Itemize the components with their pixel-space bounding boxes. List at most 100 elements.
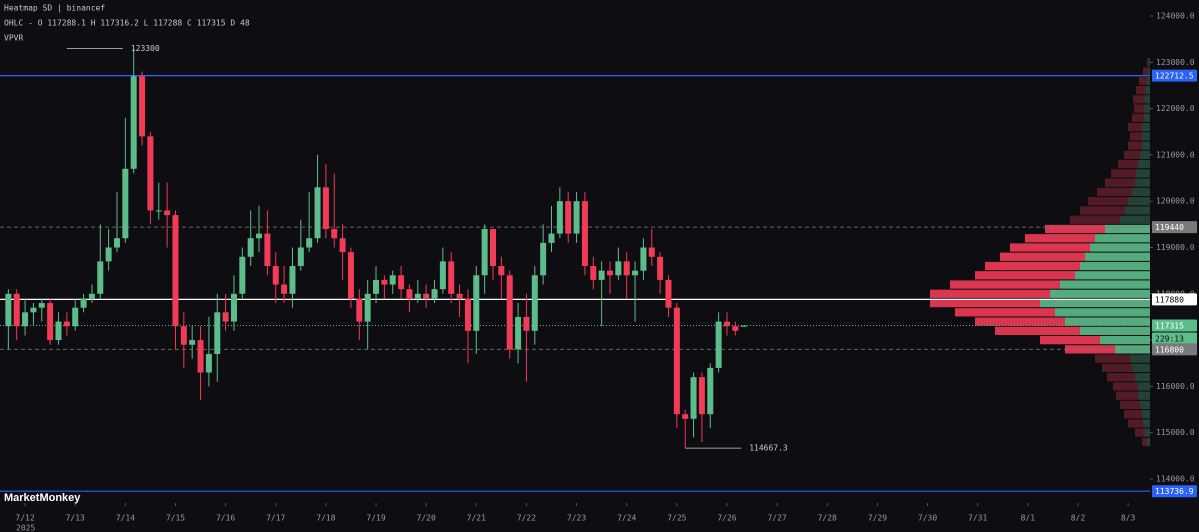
profile-buy [1125,206,1150,215]
profile-sell [1128,419,1143,428]
candle-body [464,298,471,331]
profile-sell [1132,113,1144,122]
candle-body [122,168,129,239]
y-tick-label: 119000.0 [1156,243,1195,252]
volume-profile [930,58,1150,447]
x-tick-label: 7/26 [717,514,736,523]
profile-buy [1138,391,1150,400]
candle-body [80,298,87,308]
profile-buy [1142,122,1150,132]
year-label: 2025 [16,524,35,532]
x-tick-label: 7/12 [15,514,34,523]
y-tick-label: 122000.0 [1156,104,1195,113]
candle-body [740,325,747,327]
candle-body [373,279,380,294]
candle-body [581,201,588,267]
y-tick-label: 123000.0 [1156,58,1195,67]
candle-body [673,307,680,415]
profile-sell [1111,169,1136,178]
x-tick-label: 7/28 [818,514,837,523]
candle-body [556,201,563,234]
profile-buy [1135,373,1150,382]
x-tick-label: 7/31 [968,514,987,523]
profile-sell [1097,187,1132,197]
profile-buy [1136,169,1150,178]
candle-body [515,316,522,350]
level-label-box [1152,221,1197,234]
level-label-box [1152,319,1197,332]
x-tick-label: 7/25 [667,514,686,523]
candle-body [490,228,497,267]
candle-body [698,377,705,415]
candle-body [423,293,430,299]
profile-sell [930,298,1040,308]
y-tick-label: 120000.0 [1156,197,1195,206]
level-label: 117315 [1155,322,1184,331]
level-label-box [1152,69,1197,82]
candle-body [97,261,104,294]
profile-sell [1120,400,1140,410]
x-tick-label: 7/19 [366,514,385,523]
x-tick-label: 7/29 [868,514,887,523]
x-tick-label: 7/17 [266,514,285,523]
candle-body [632,270,639,276]
candle-body [264,233,271,267]
profile-sell [1130,132,1142,141]
profile-sell [1025,234,1095,243]
profile-buy [1050,289,1150,298]
candle-body [130,76,137,169]
candle-body [38,303,45,308]
candle-body [665,279,672,308]
x-tick-label: 8/3 [1121,514,1136,523]
y-tick-label: 115000.0 [1156,428,1195,437]
candle-body [314,187,321,239]
profile-buy [1132,187,1150,197]
candles: 123300 114667.3 [5,44,788,453]
profile-sell [1142,437,1147,447]
ohlc-line: OHLC - O 117288.1 H 117316.2 L 117288 C … [4,19,250,28]
profile-buy [1075,271,1150,280]
profile-buy [1145,428,1150,437]
profile-buy [1146,85,1150,95]
candle-body [531,275,538,331]
candle-body [331,228,338,239]
candle-body [189,340,196,345]
header: Heatmap SD | binancef [4,4,105,13]
candle-body [381,279,388,285]
candle-body [456,293,463,299]
candle-body [22,312,29,327]
candle-body [63,321,70,327]
profile-buy [1060,280,1150,289]
x-tick-label: 7/22 [517,514,536,523]
candle-body [297,247,304,267]
profile-buy [1065,317,1150,326]
candle-body [657,256,664,280]
profile-sell [1118,160,1138,169]
candle-body [723,321,730,327]
candle-body [155,210,162,212]
candle-body [473,275,480,331]
profile-sell [1113,382,1138,391]
profile-sell [1000,252,1085,261]
profile-sell [955,308,1055,317]
x-tick-label: 8/2 [1071,514,1086,523]
profile-sell [1134,104,1144,113]
profile-sell [1102,363,1132,373]
profile-sell [1045,224,1105,234]
y-tick-label: 121000.0 [1156,150,1195,159]
profile-buy [1120,215,1150,224]
candle-body [707,367,714,415]
candle-body [356,298,363,322]
profile-buy [1145,95,1150,104]
candle-body [523,316,530,331]
candle-body [289,266,296,294]
profile-sell [1070,215,1120,224]
candle-body [30,307,37,313]
profile-buy [1142,141,1150,150]
profile-sell [1143,67,1148,76]
annotation-label: 123300 [131,44,160,53]
candle-body [72,307,79,327]
profile-sell [1065,345,1115,354]
profile-buy [1040,298,1150,308]
